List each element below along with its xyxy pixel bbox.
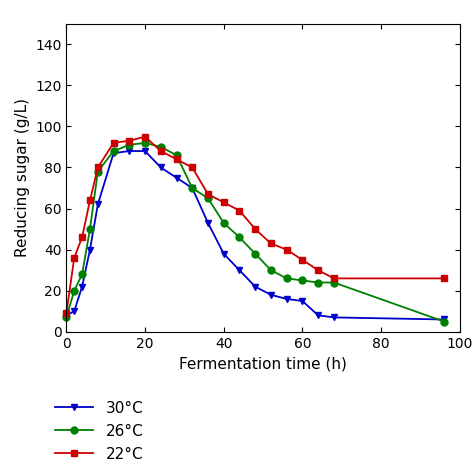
- 26°C: [331, 280, 337, 285]
- 22°C: [127, 138, 132, 144]
- 26°C: [142, 140, 148, 146]
- 30°C: [158, 164, 164, 170]
- 26°C: [111, 148, 117, 154]
- 26°C: [441, 319, 447, 324]
- 26°C: [87, 226, 93, 232]
- 30°C: [142, 148, 148, 154]
- Legend: 30°C, 26°C, 22°C: 30°C, 26°C, 22°C: [55, 401, 143, 462]
- 26°C: [173, 152, 179, 158]
- 30°C: [441, 317, 447, 322]
- 30°C: [205, 220, 211, 226]
- Line: 22°C: 22°C: [63, 133, 447, 317]
- 26°C: [205, 195, 211, 201]
- 26°C: [95, 169, 100, 174]
- 22°C: [79, 235, 85, 240]
- 30°C: [331, 315, 337, 320]
- 30°C: [221, 251, 227, 256]
- 22°C: [173, 156, 179, 162]
- 30°C: [173, 175, 179, 181]
- 30°C: [72, 309, 77, 314]
- 26°C: [300, 278, 305, 283]
- 22°C: [111, 140, 117, 146]
- 30°C: [284, 296, 290, 302]
- 30°C: [268, 292, 274, 298]
- 30°C: [315, 312, 321, 318]
- 26°C: [268, 267, 274, 273]
- 22°C: [441, 275, 447, 281]
- Line: 30°C: 30°C: [63, 147, 447, 323]
- 22°C: [237, 208, 242, 213]
- 22°C: [64, 310, 69, 316]
- 26°C: [79, 272, 85, 277]
- 22°C: [72, 255, 77, 261]
- 26°C: [64, 315, 69, 320]
- Line: 26°C: 26°C: [63, 139, 447, 325]
- 22°C: [158, 148, 164, 154]
- 22°C: [331, 275, 337, 281]
- 26°C: [237, 235, 242, 240]
- 30°C: [111, 150, 117, 156]
- 22°C: [252, 226, 258, 232]
- 26°C: [315, 280, 321, 285]
- 30°C: [64, 312, 69, 318]
- 30°C: [237, 267, 242, 273]
- 26°C: [72, 288, 77, 293]
- 22°C: [221, 200, 227, 205]
- 26°C: [127, 142, 132, 148]
- 22°C: [268, 241, 274, 246]
- 26°C: [252, 251, 258, 256]
- 22°C: [142, 134, 148, 139]
- X-axis label: Fermentation time (h): Fermentation time (h): [179, 356, 347, 371]
- 30°C: [79, 284, 85, 290]
- Y-axis label: Reducing sugar (g/L): Reducing sugar (g/L): [15, 98, 29, 257]
- 30°C: [252, 284, 258, 290]
- 22°C: [190, 164, 195, 170]
- 26°C: [158, 144, 164, 150]
- 30°C: [127, 148, 132, 154]
- 26°C: [284, 275, 290, 281]
- 26°C: [190, 185, 195, 191]
- 30°C: [190, 185, 195, 191]
- 22°C: [205, 191, 211, 197]
- 26°C: [221, 220, 227, 226]
- 22°C: [315, 267, 321, 273]
- 30°C: [87, 247, 93, 253]
- 22°C: [300, 257, 305, 263]
- 30°C: [300, 298, 305, 304]
- 30°C: [95, 201, 100, 207]
- 22°C: [95, 164, 100, 170]
- 22°C: [87, 198, 93, 203]
- 22°C: [284, 247, 290, 253]
